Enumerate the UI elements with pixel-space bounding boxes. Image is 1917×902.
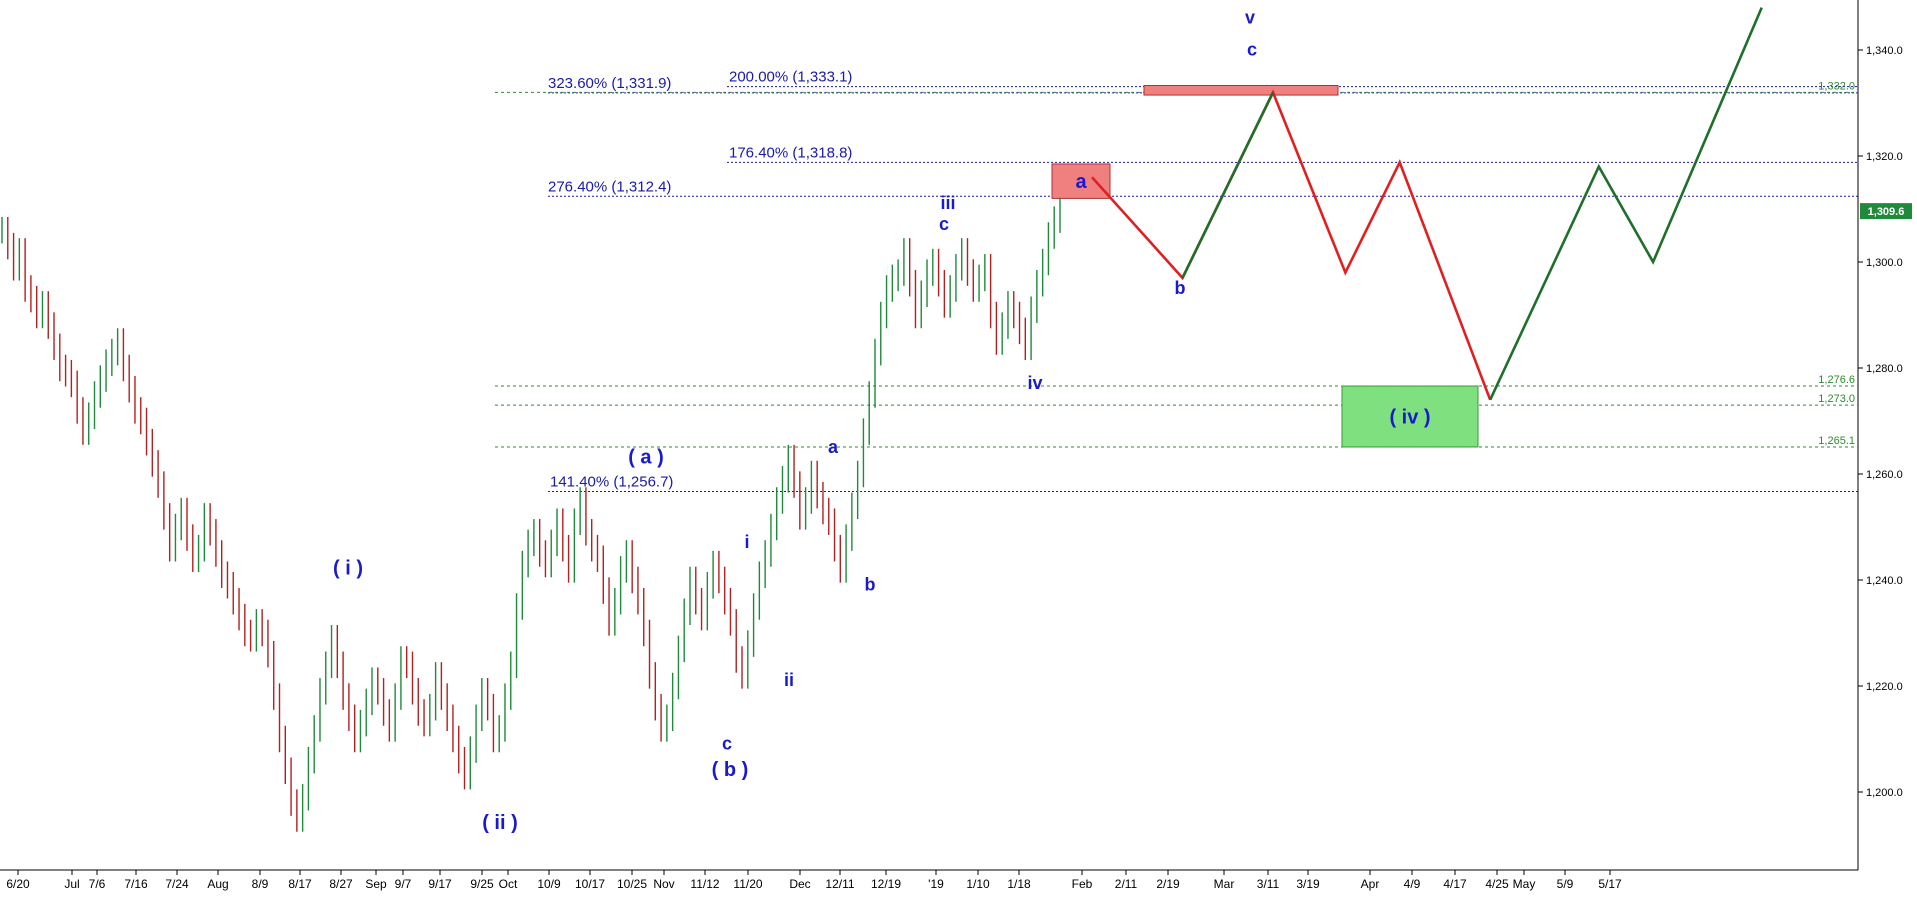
date-tick-label: 1/18 xyxy=(1007,877,1031,891)
last-price-label: 1,309.6 xyxy=(1868,206,1905,218)
date-axis: 6/20 Jul 7/6 7/16 7/24 Aug 8/9 8/17 8/27 Sep 9/7 9/… xyxy=(6,870,1622,891)
support-label: 1,276.6 xyxy=(1818,374,1855,386)
date-tick-label: May xyxy=(1513,877,1536,891)
date-tick-label: 5/17 xyxy=(1598,877,1622,891)
green-projection xyxy=(1181,91,1275,279)
wave-label: ( a ) xyxy=(628,446,664,468)
date-tick-label: 1/10 xyxy=(966,877,990,891)
wave-label: c xyxy=(1247,39,1257,59)
fib-label: 141.40% (1,256.7) xyxy=(550,473,673,490)
support-label: 1,265.1 xyxy=(1818,435,1855,447)
wave-label: a xyxy=(828,437,839,457)
date-tick-label: Sep xyxy=(365,877,387,891)
date-tick-label: 4/17 xyxy=(1443,877,1467,891)
support-label: 1,332.0 xyxy=(1818,80,1855,92)
date-tick-label: 9/17 xyxy=(428,877,452,891)
wave-label: v xyxy=(1245,8,1255,28)
small-red-zone-a xyxy=(1051,163,1111,199)
date-tick-label: Apr xyxy=(1361,877,1380,891)
date-tick-label: 7/24 xyxy=(165,877,189,891)
date-tick-label: 4/25 xyxy=(1485,877,1509,891)
date-tick-label: Feb xyxy=(1072,877,1093,891)
date-tick-label: Mar xyxy=(1214,877,1235,891)
date-tick-label: 7/6 xyxy=(89,877,106,891)
wave-label: iv xyxy=(1027,373,1042,393)
last-price-badge xyxy=(1860,203,1912,220)
date-tick-label: 2/11 xyxy=(1115,877,1138,891)
price-tick-label: 1,320.0 xyxy=(1866,151,1903,163)
wave-label: b xyxy=(865,575,876,595)
date-tick-label: 4/9 xyxy=(1404,877,1421,891)
price-tick-label: 1,220.0 xyxy=(1866,681,1903,693)
date-tick-label: 3/19 xyxy=(1296,877,1320,891)
price-tick-label: 1,200.0 xyxy=(1866,787,1903,799)
date-tick-label: 10/25 xyxy=(617,877,647,891)
fib-levels: 323.60% (1,331.9) 200.00% (1,333.1) 176.40… xyxy=(548,69,1858,492)
date-tick-label: 6/20 xyxy=(6,877,30,891)
price-tick-label: 1,340.0 xyxy=(1866,45,1903,57)
date-tick-label: 11/12 xyxy=(690,877,719,891)
date-tick-label: Jul xyxy=(64,877,79,891)
date-tick-label: 3/11 xyxy=(1257,877,1280,891)
price-tick-label: 1,260.0 xyxy=(1866,469,1903,481)
support-levels: 1,332.0 1,276.6 1,273.0 1,265.1 xyxy=(495,80,1858,448)
wave-label: i xyxy=(744,532,749,552)
wave-label: ii xyxy=(784,670,794,690)
date-tick-label: '19 xyxy=(928,877,944,891)
date-tick-label: 2/19 xyxy=(1156,877,1180,891)
price-tick-label: 1,240.0 xyxy=(1866,575,1903,587)
price-tick-label: 1,280.0 xyxy=(1866,363,1903,375)
date-tick-label: Nov xyxy=(653,877,674,891)
price-tick-label: 1,300.0 xyxy=(1866,257,1903,269)
fib-label: 176.40% (1,318.8) xyxy=(729,144,852,161)
date-tick-label: 11/20 xyxy=(733,877,762,891)
date-tick-label: Aug xyxy=(207,877,228,891)
zone-label: a xyxy=(1075,171,1087,193)
fib-label: 200.00% (1,333.1) xyxy=(729,69,852,86)
date-tick-label: 9/25 xyxy=(470,877,494,891)
green-projection-2 xyxy=(1489,7,1763,401)
wave-label: c xyxy=(939,214,949,234)
date-tick-label: 12/11 xyxy=(825,877,854,891)
wave-label: ( b ) xyxy=(712,759,749,781)
wave-label: ( i ) xyxy=(333,558,363,580)
thin-red-zone-c xyxy=(1143,85,1339,96)
target-zones: a ( iv ) xyxy=(1051,85,1479,448)
wave-label: b xyxy=(1175,278,1186,298)
date-tick-label: 5/9 xyxy=(1557,877,1574,891)
date-tick-label: 8/9 xyxy=(252,877,269,891)
wave-label: ( ii ) xyxy=(482,812,518,834)
green-zone-iv xyxy=(1341,385,1479,448)
date-tick-label: 8/27 xyxy=(329,877,353,891)
date-tick-label: 9/7 xyxy=(395,877,412,891)
date-tick-label: 8/17 xyxy=(288,877,312,891)
red-projection xyxy=(1091,89,1492,401)
date-tick-label: Dec xyxy=(789,877,810,891)
fib-label: 276.40% (1,312.4) xyxy=(548,178,671,195)
zone-label: ( iv ) xyxy=(1389,406,1430,428)
date-tick-label: 10/9 xyxy=(537,877,561,891)
support-label: 1,273.0 xyxy=(1818,393,1855,405)
date-tick-label: 12/19 xyxy=(871,877,901,891)
projection-paths xyxy=(1091,7,1763,401)
price-axis: 1,200.0 1,220.0 1,240.0 1,260.0 1,280.0 1,300… xyxy=(1858,45,1912,799)
wave-label: c xyxy=(722,734,732,754)
price-bars xyxy=(1,197,1061,832)
date-tick-label: 10/17 xyxy=(575,877,605,891)
date-tick-label: Oct xyxy=(499,877,518,891)
wave-label: iii xyxy=(940,193,955,213)
fib-label: 323.60% (1,331.9) xyxy=(548,75,671,92)
date-tick-label: 7/16 xyxy=(124,877,148,891)
